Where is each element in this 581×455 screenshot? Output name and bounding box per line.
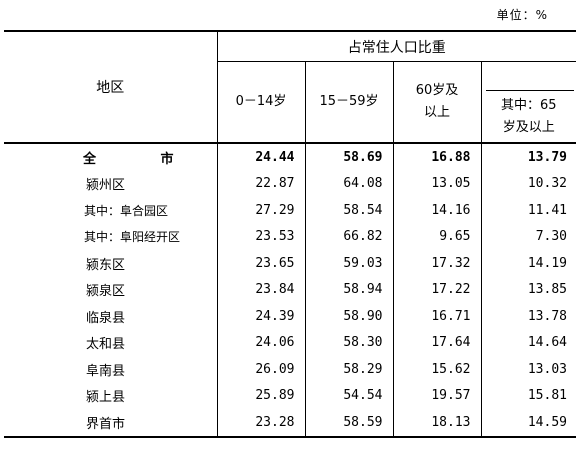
col-header-60-line1: 60岁及 [415, 83, 459, 98]
row-region-name: 颍上县 [4, 382, 218, 409]
row-value-col-4: 14.59 [481, 409, 576, 438]
row-value-col-3: 19.57 [393, 382, 482, 409]
row-value-col-2: 64.08 [305, 170, 394, 197]
table-row: 临泉县 24.39 58.90 16.71 13.78 [4, 303, 576, 330]
col-header-65-line1: 其中：65 [500, 98, 557, 113]
row-region-name: 全 市 [4, 143, 218, 171]
row-value-col-3: 13.05 [393, 170, 482, 197]
row-value-col-1: 24.06 [217, 329, 306, 356]
row-region-name: 颍州区 [4, 170, 218, 197]
row-region-name: 其中：阜合园区 [4, 197, 218, 224]
row-value-col-1: 23.65 [217, 250, 306, 277]
row-value-col-1: 23.84 [217, 276, 306, 303]
row-region-name: 阜南县 [4, 356, 218, 383]
table-row: 颍州区 22.87 64.08 13.05 10.32 [4, 170, 576, 197]
row-value-col-1: 23.53 [217, 223, 306, 250]
row-region-name: 临泉县 [4, 303, 218, 330]
col-header-65-line2: 岁及以上 [502, 120, 555, 135]
table-row: 太和县 24.06 58.30 17.64 14.64 [4, 329, 576, 356]
col-header-0-14: 0－14岁 [217, 61, 306, 144]
row-value-col-3: 18.13 [393, 409, 482, 438]
row-value-col-3: 17.64 [393, 329, 482, 356]
table-row: 其中：阜阳经开区 23.53 66.82 9.65 7.30 [4, 223, 576, 250]
row-region-name: 太和县 [4, 329, 218, 356]
row-value-col-1: 23.28 [217, 409, 306, 438]
row-value-col-4: 11.41 [527, 202, 567, 218]
row-value-col-2: 58.30 [305, 329, 394, 356]
row-value-col-4: 13.79 [527, 149, 567, 165]
table-row: 颍上县 25.89 54.54 19.57 15.81 [4, 382, 576, 409]
row-value-col-1: 25.89 [217, 382, 306, 409]
row-value-col-1: 22.87 [217, 170, 306, 197]
row-value-col-4: 14.19 [527, 255, 567, 271]
row-value-col-3: 9.65 [393, 223, 482, 250]
row-value-col-1: 27.29 [217, 197, 306, 224]
row-value-col-1: 26.09 [217, 356, 306, 383]
table-row: 其中：阜合园区 27.29 58.54 14.16 11.41 [4, 197, 576, 224]
table-row: 颍泉区 23.84 58.94 17.22 13.85 [4, 276, 576, 303]
row-value-col-2: 58.69 [305, 143, 394, 171]
row-value-col-4: 14.64 [527, 335, 567, 351]
row-value-col-4: 13.85 [527, 282, 567, 298]
row-value-col-3: 14.16 [393, 197, 482, 224]
row-value-col-4: 13.03 [527, 361, 567, 377]
table-row: 全 市 24.44 58.69 16.88 13.79 [4, 143, 576, 171]
table-row: 颍东区 23.65 59.03 17.32 14.19 [4, 250, 576, 277]
region-header: 地区 [4, 30, 218, 144]
row-value-col-4: 10.32 [527, 176, 567, 192]
row-value-col-4: 15.81 [527, 388, 567, 404]
row-value-col-4: 13.78 [527, 308, 567, 324]
header-divider [485, 90, 574, 91]
row-value-col-3: 17.22 [393, 276, 482, 303]
row-value-col-2: 58.90 [305, 303, 394, 330]
row-value-col-3: 16.88 [393, 143, 482, 171]
row-value-col-3: 15.62 [393, 356, 482, 383]
row-value-col-4: 7.30 [535, 229, 567, 245]
row-value-col-2: 59.03 [305, 250, 394, 277]
row-value-col-2: 58.29 [305, 356, 394, 383]
unit-label: 单位：% [496, 8, 548, 22]
row-value-col-2: 58.59 [305, 409, 394, 438]
row-value-col-2: 66.82 [305, 223, 394, 250]
row-value-col-2: 54.54 [305, 382, 394, 409]
row-region-name: 颍泉区 [4, 276, 218, 303]
table-row: 阜南县 26.09 58.29 15.62 13.03 [4, 356, 576, 383]
col-header-65-plus: 其中：65 岁及以上 [481, 61, 576, 144]
population-ratio-table: 地区 占常住人口比重 0－14岁 15－59岁 60岁及 以上 其中：65 岁及… [4, 30, 576, 438]
col-header-15-59: 15－59岁 [305, 61, 394, 144]
row-value-col-1: 24.44 [217, 143, 306, 171]
row-region-name: 界首市 [4, 409, 218, 438]
row-region-name: 颍东区 [4, 250, 218, 277]
group-header: 占常住人口比重 [217, 30, 576, 62]
table-row: 界首市 23.28 58.59 18.13 14.59 [4, 409, 576, 438]
col-header-60-plus: 60岁及 以上 [393, 61, 482, 144]
row-value-col-3: 16.71 [393, 303, 482, 330]
row-value-col-1: 24.39 [217, 303, 306, 330]
col-header-60-line2: 以上 [423, 105, 450, 120]
row-region-name: 其中：阜阳经开区 [4, 223, 218, 250]
row-value-col-3: 17.32 [393, 250, 482, 277]
row-value-col-2: 58.54 [305, 197, 394, 224]
row-value-col-2: 58.94 [305, 276, 394, 303]
